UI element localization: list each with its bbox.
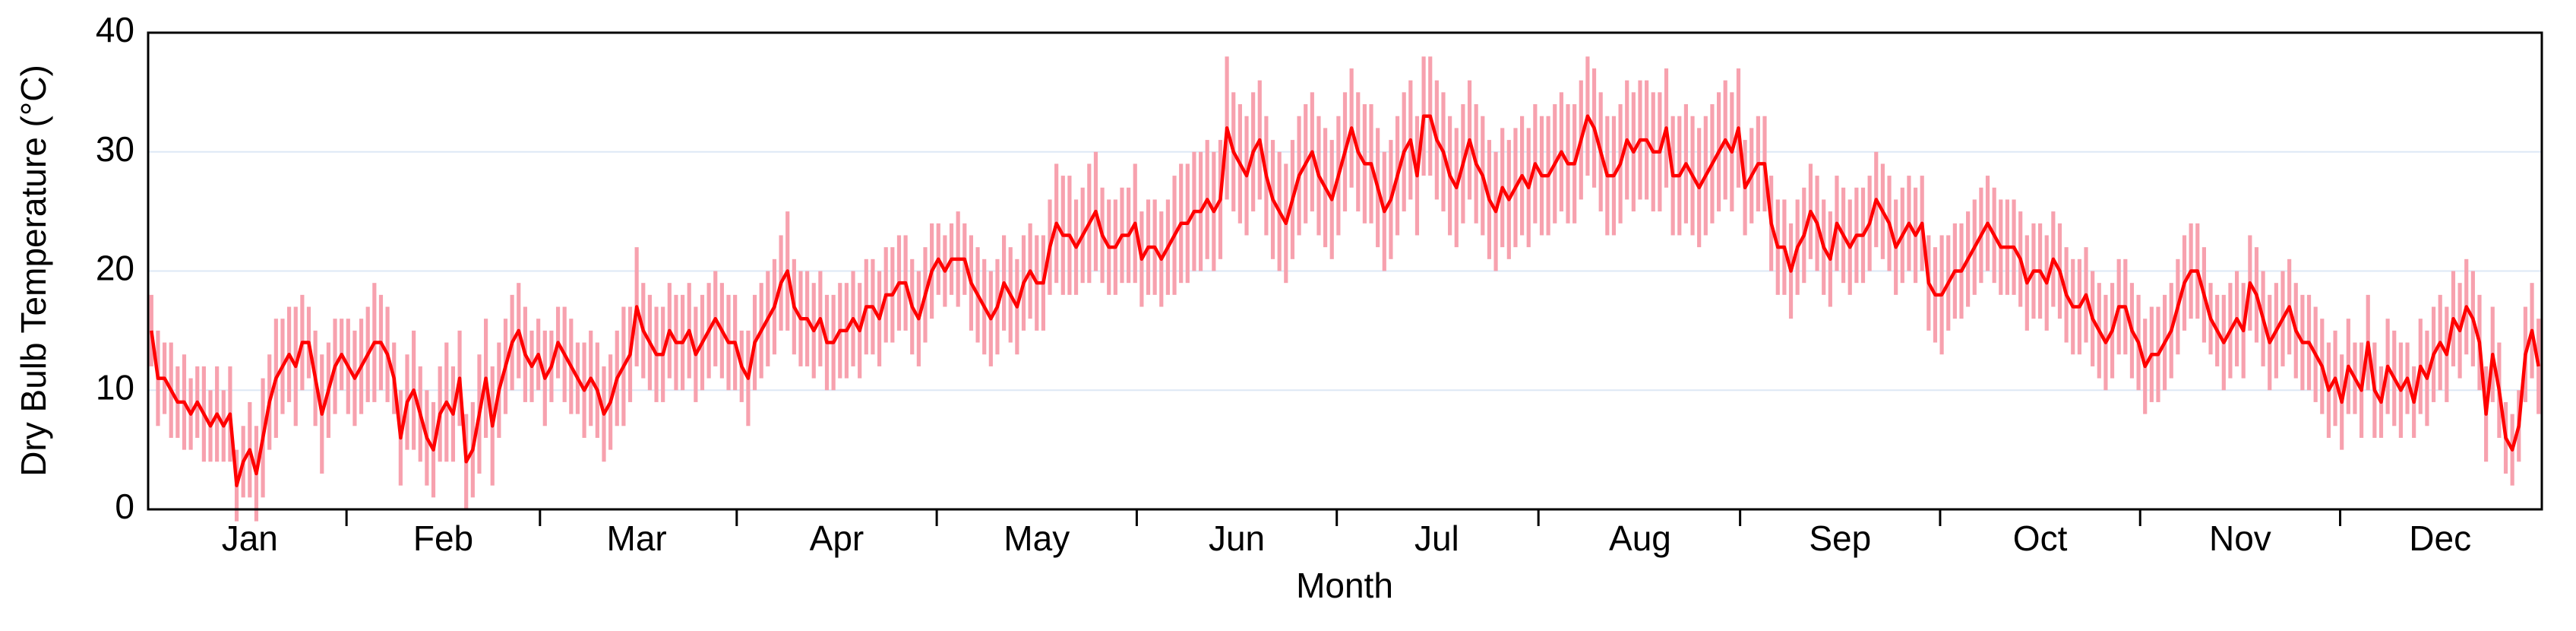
x-tick-label: Feb bbox=[413, 518, 473, 558]
error-bar bbox=[2536, 319, 2541, 414]
x-tick-label: Oct bbox=[2013, 518, 2068, 558]
x-tick-label: Mar bbox=[607, 518, 667, 558]
x-tick-label: Nov bbox=[2209, 518, 2271, 558]
y-tick-label: 30 bbox=[96, 129, 134, 169]
y-axis-title: Dry Bulb Temperature (°C) bbox=[14, 65, 53, 477]
y-tick-label: 10 bbox=[96, 367, 134, 407]
plot-frame bbox=[147, 31, 2543, 511]
x-tick-label: Sep bbox=[1809, 518, 1871, 558]
x-axis-title: Month bbox=[1296, 566, 1393, 605]
x-tick-label: Apr bbox=[810, 518, 864, 558]
y-tick-label: 0 bbox=[115, 487, 134, 526]
x-tick-label: Aug bbox=[1609, 518, 1671, 558]
x-tick-label: Jun bbox=[1209, 518, 1265, 558]
y-tick-label: 40 bbox=[96, 10, 134, 49]
series-line bbox=[150, 114, 2540, 487]
x-tick-label: Jul bbox=[1414, 518, 1459, 558]
x-tick-label: May bbox=[1004, 518, 1070, 558]
y-tick-label: 20 bbox=[96, 249, 134, 288]
x-tick-label: Dec bbox=[2409, 518, 2471, 558]
error-bar bbox=[149, 294, 153, 366]
x-tick-label: Jan bbox=[222, 518, 278, 558]
